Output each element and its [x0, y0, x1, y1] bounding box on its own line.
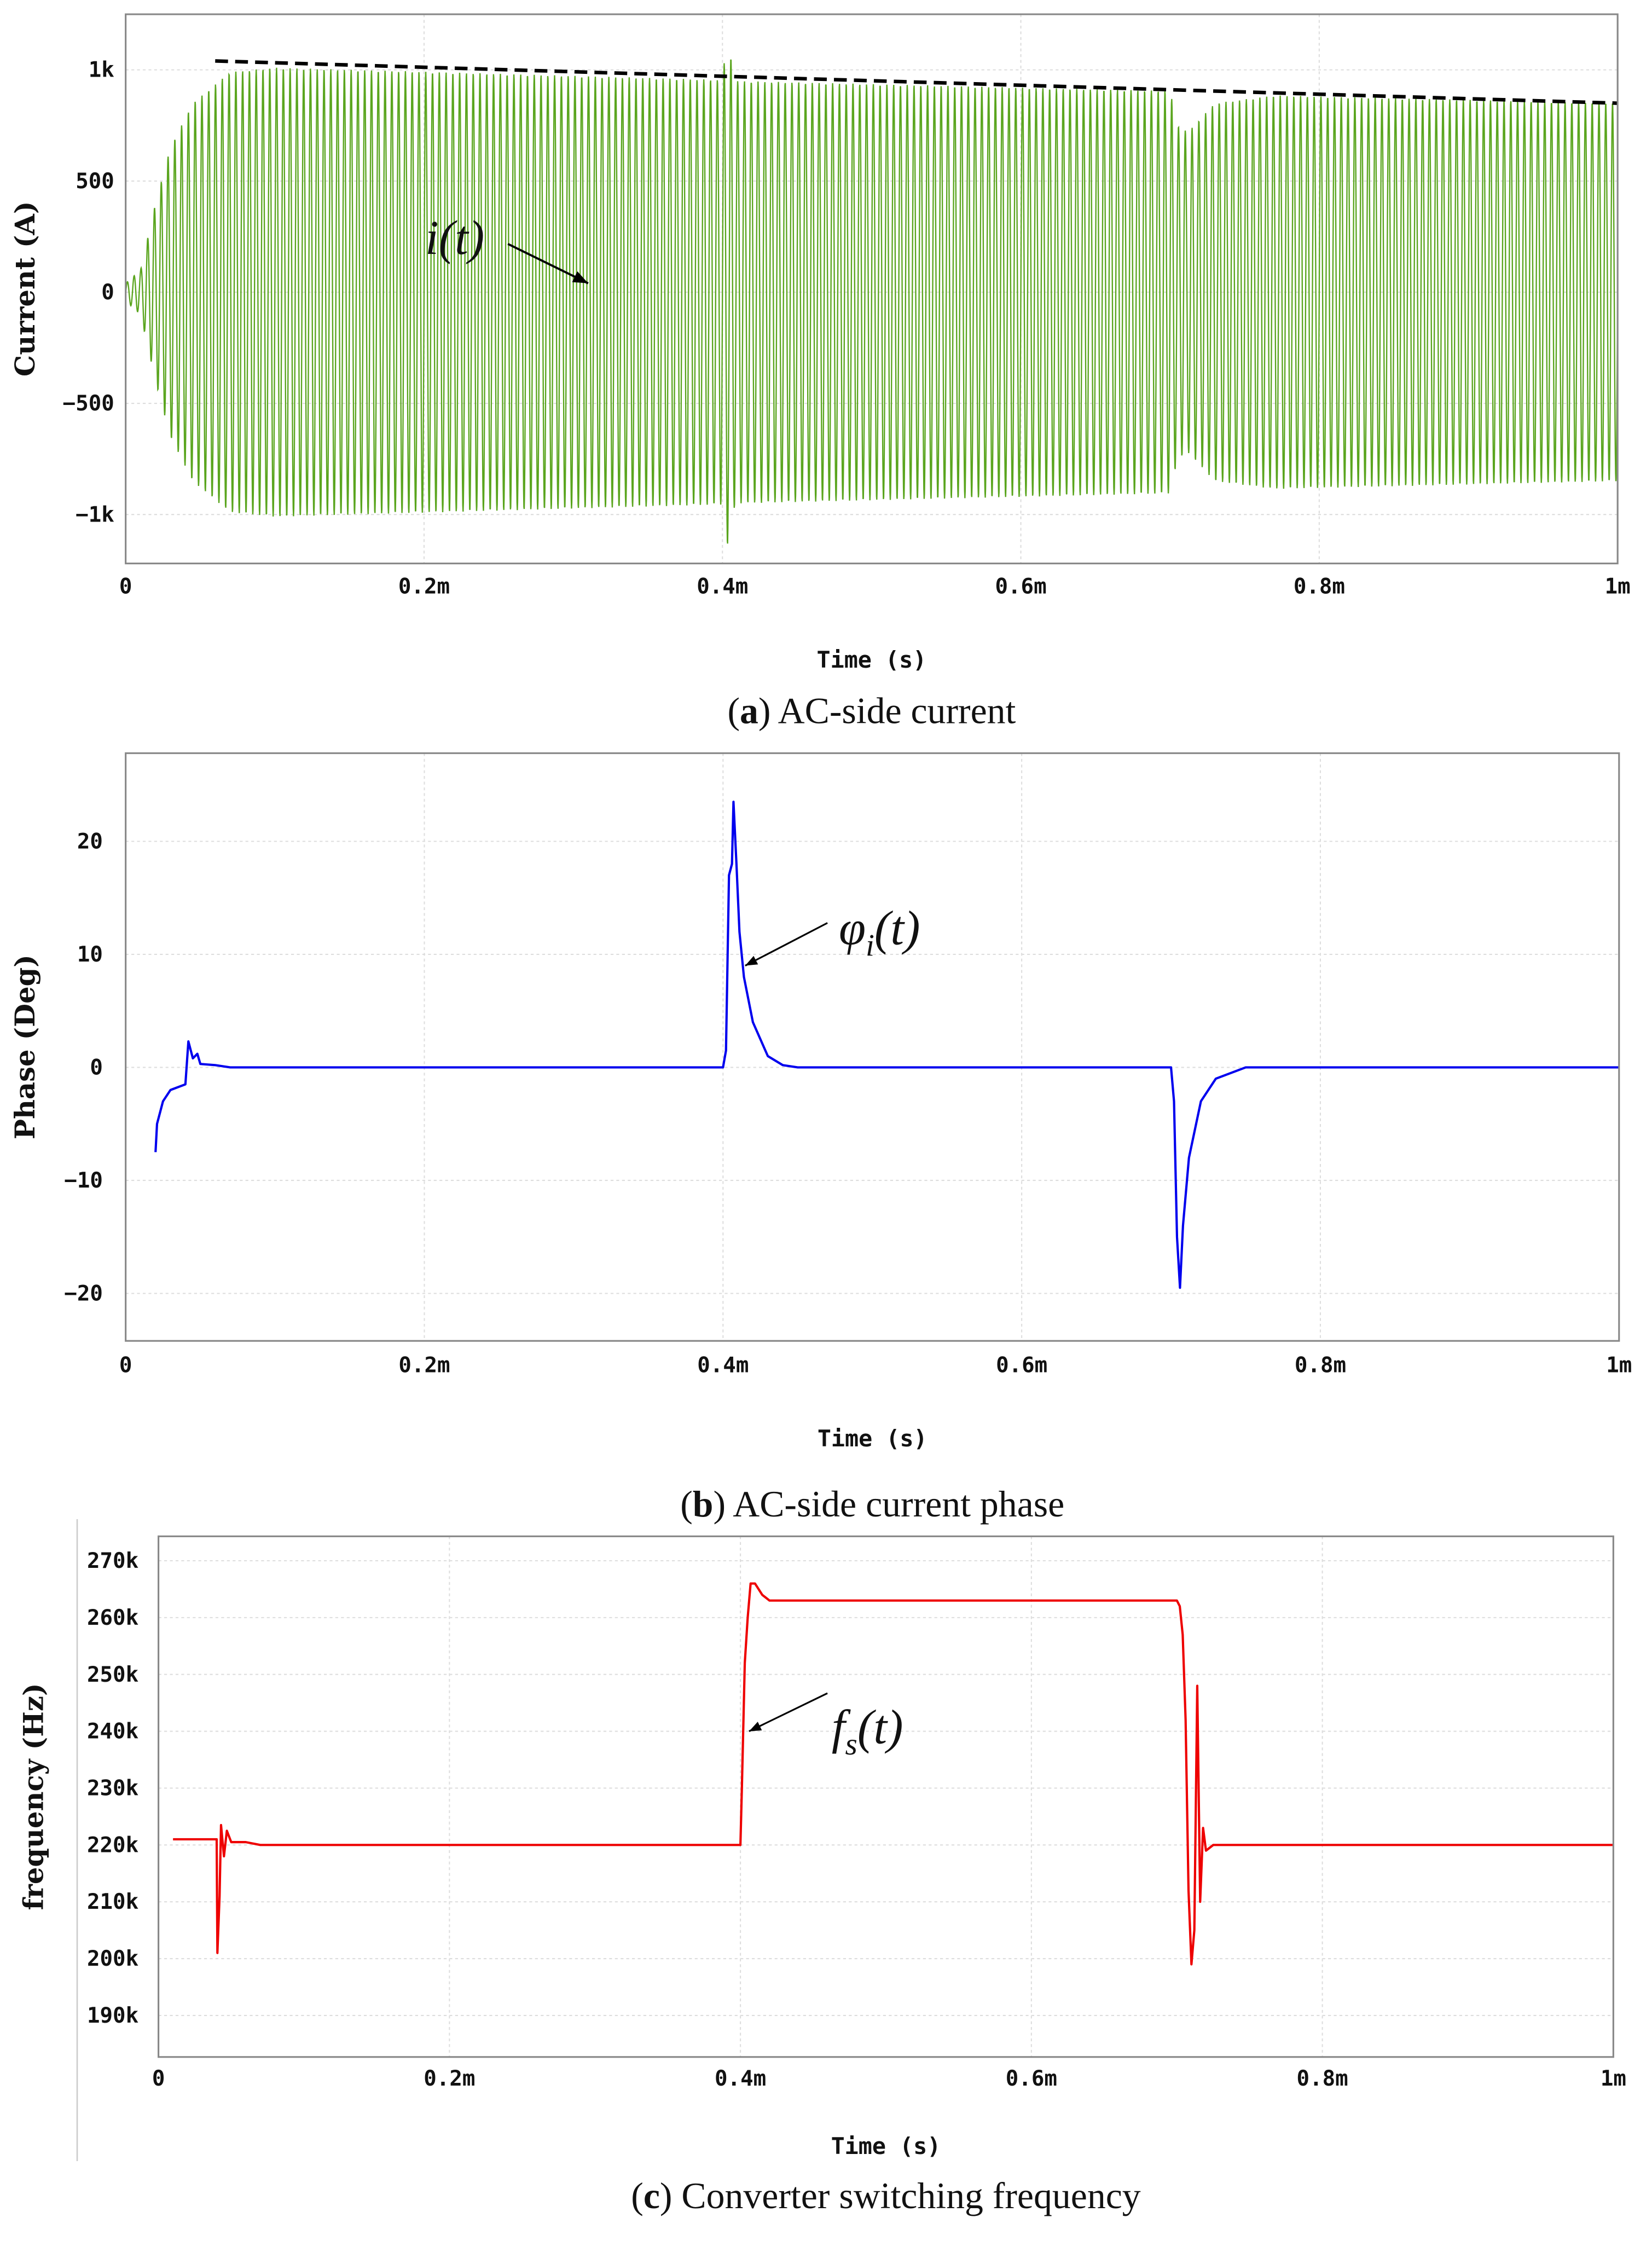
y-tick-label: 240k [87, 1719, 138, 1744]
y-tick-label: 0 [90, 1055, 103, 1080]
caption: (b) AC-side current phase [680, 1484, 1064, 1525]
x-tick-label: 0.2m [398, 574, 450, 599]
y-tick-label: 220k [87, 1833, 138, 1857]
panel-switching-frequency: 0 0.2m 0.4m 0.6m 0.8m 1m 270k 260k 250k 240k 230k 2… [18, 1535, 1626, 2216]
plot-frame [125, 752, 1620, 1342]
envelope-dashed-line [215, 59, 1618, 105]
y-tick-label: 20 [77, 829, 103, 854]
x-axis-label: Time (s) [831, 2133, 941, 2159]
annotation-arrow [745, 922, 828, 966]
y-axis-label: frequency (Hz) [18, 1683, 49, 1910]
x-tick-label: 0.8m [1294, 574, 1345, 599]
y-tick-label: 260k [87, 1606, 138, 1630]
y-tick-label: 250k [87, 1663, 138, 1687]
annotation-label: i(t) [425, 211, 484, 265]
y-tick-label: 230k [87, 1776, 138, 1800]
y-tick-label: −1k [76, 502, 114, 527]
x-tick-label: 0 [119, 1353, 132, 1378]
annotation-label: fs(t) [832, 1700, 903, 1762]
x-tick-label: 0.2m [424, 2066, 475, 2091]
y-axis-label: Phase (Deg) [9, 954, 41, 1139]
plot-frame [158, 1535, 1614, 2058]
x-tick-label: 0.4m [697, 574, 748, 599]
y-tick-label: −10 [64, 1168, 103, 1193]
x-tick-label: 0.4m [715, 2066, 766, 2091]
y-tick-label: 270k [87, 1549, 138, 1573]
y-tick-label: −20 [64, 1282, 103, 1306]
y-tick-label: 500 [76, 169, 114, 194]
x-tick-label: 1m [1605, 574, 1631, 599]
y-tick-label: −500 [63, 391, 114, 416]
x-tick-label: 0.8m [1297, 2066, 1348, 2091]
y-tick-label: 200k [87, 1947, 138, 1971]
y-axis-label: Current (A) [9, 201, 41, 377]
series-line [173, 1582, 1614, 1966]
y-tick-label: 190k [87, 2003, 138, 2028]
x-tick-label: 0.8m [1295, 1353, 1346, 1378]
annotation-arrow [749, 1692, 828, 1732]
caption: (a) AC-side current [727, 691, 1016, 732]
caption: (c) Converter switching frequency [631, 2175, 1141, 2216]
x-tick-label: 1m [1601, 2066, 1626, 2091]
x-tick-label: 0.2m [398, 1353, 450, 1378]
y-tick-label: 0 [101, 280, 114, 305]
x-tick-label: 0 [119, 574, 132, 599]
annotation-arrow [507, 242, 589, 285]
y-tick-label: 10 [77, 942, 103, 967]
series-line-current [125, 59, 1619, 544]
plot-area [125, 753, 1619, 1341]
plot-frame [125, 13, 1619, 565]
x-tick-label: 0.6m [995, 574, 1047, 599]
plot-area [158, 1536, 1614, 2057]
panel-current-phase: 0 0.2m 0.4m 0.6m 0.8m 1m 20 10 0 −10 −20 φi(t) Time … [9, 752, 1632, 1525]
x-tick-label: 0.6m [996, 1353, 1047, 1378]
x-axis-label: Time (s) [817, 646, 927, 673]
x-tick-label: 0.4m [697, 1353, 749, 1378]
series-line [154, 801, 1619, 1289]
y-tick-label: 210k [87, 1890, 138, 1914]
x-axis-label: Time (s) [818, 1425, 928, 1452]
x-tick-label: 0.6m [1006, 2066, 1057, 2091]
panel-ac-current: 0 0.2m 0.4m 0.6m 0.8m 1m 1k 500 0 −500 −1k i(t) Time… [9, 13, 1631, 732]
x-tick-label: 0 [152, 2066, 165, 2091]
annotation-label: φi(t) [839, 902, 920, 963]
y-tick-label: 1k [89, 58, 114, 83]
x-tick-label: 1m [1606, 1353, 1632, 1378]
